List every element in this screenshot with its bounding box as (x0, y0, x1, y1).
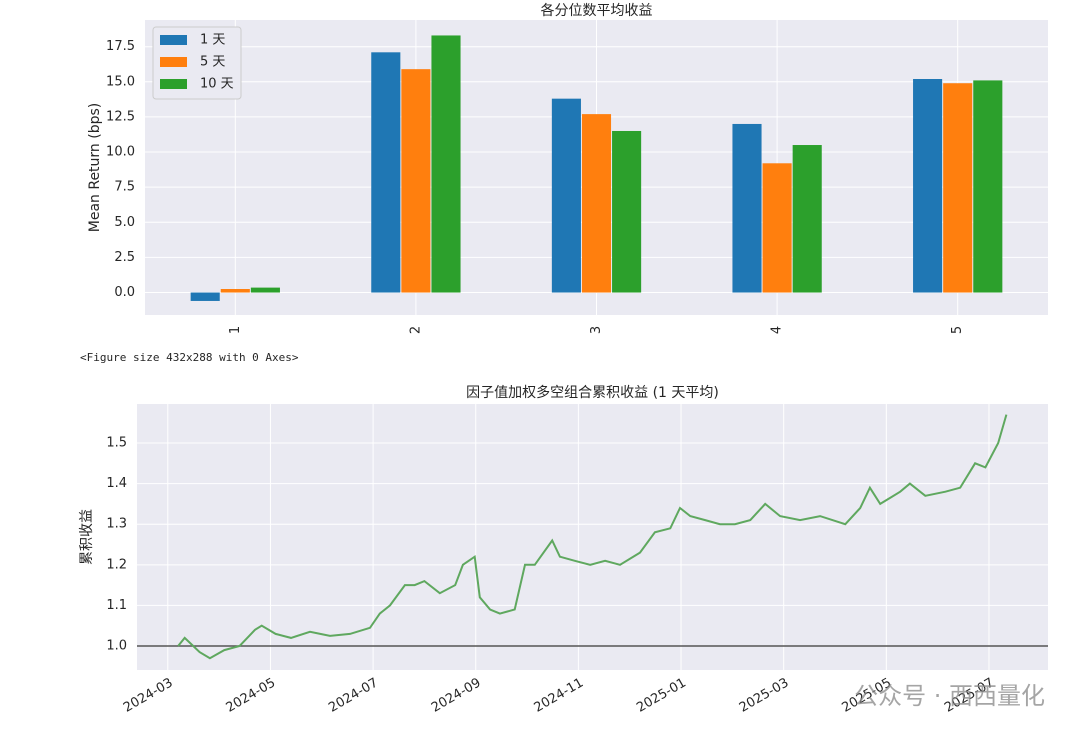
bar (792, 145, 822, 293)
x-tick-label: 3 (589, 326, 604, 334)
x-tick-label: 5 (950, 326, 965, 334)
y-axis-label: Mean Return (bps) (87, 103, 103, 233)
y-tick-label: 0.0 (114, 285, 135, 300)
figure-note: <Figure size 432x288 with 0 Axes> (80, 351, 299, 364)
bar (913, 79, 943, 293)
bar (250, 287, 280, 293)
legend: 1 天 5 天 10 天 (152, 26, 242, 100)
bar (732, 123, 762, 293)
legend-swatch (160, 79, 187, 89)
watermark: 公众号 · 西西量化 (854, 682, 1045, 710)
y-tick-label: 17.5 (106, 39, 135, 54)
y-tick-label: 1.5 (106, 435, 127, 450)
y-tick-label: 1.2 (106, 557, 127, 572)
y-tick-label: 10.0 (106, 145, 135, 160)
bar (401, 69, 431, 293)
bar (371, 52, 401, 293)
bar (551, 98, 581, 293)
y-tick-label: 15.0 (106, 74, 135, 89)
chart-title: 各分位数平均收益 (541, 3, 653, 19)
y-tick-label: 1.1 (106, 598, 127, 613)
legend-label: 1 天 (200, 33, 225, 48)
legend-swatch (160, 35, 187, 45)
bar (431, 35, 461, 293)
bar (190, 292, 220, 301)
bar (220, 289, 250, 293)
bar (612, 130, 642, 293)
y-tick-label: 1.3 (106, 517, 127, 532)
legend-label: 5 天 (200, 55, 225, 70)
legend-swatch (160, 57, 187, 67)
x-tick-label: 4 (770, 326, 785, 334)
y-tick-label: 1.4 (106, 476, 127, 491)
plot-area (137, 404, 1048, 670)
line (177, 414, 1008, 660)
y-tick-label: 5.0 (114, 215, 135, 230)
legend-label: 10 天 (200, 77, 234, 92)
y-tick-label: 2.5 (114, 250, 135, 265)
y-axis-label: 累积收益 (79, 509, 95, 565)
x-tick-label: 2 (408, 326, 423, 334)
chart-title: 因子值加权多空组合累积收益 (1 天平均) (466, 384, 719, 401)
y-tick-label: 12.5 (106, 109, 135, 124)
bar (943, 83, 973, 293)
bar (973, 80, 1003, 293)
y-tick-label: 7.5 (114, 180, 135, 195)
bar (581, 114, 612, 293)
x-tick-label: 1 (228, 326, 243, 334)
bar (762, 163, 792, 293)
y-tick-label: 1.0 (106, 639, 127, 654)
